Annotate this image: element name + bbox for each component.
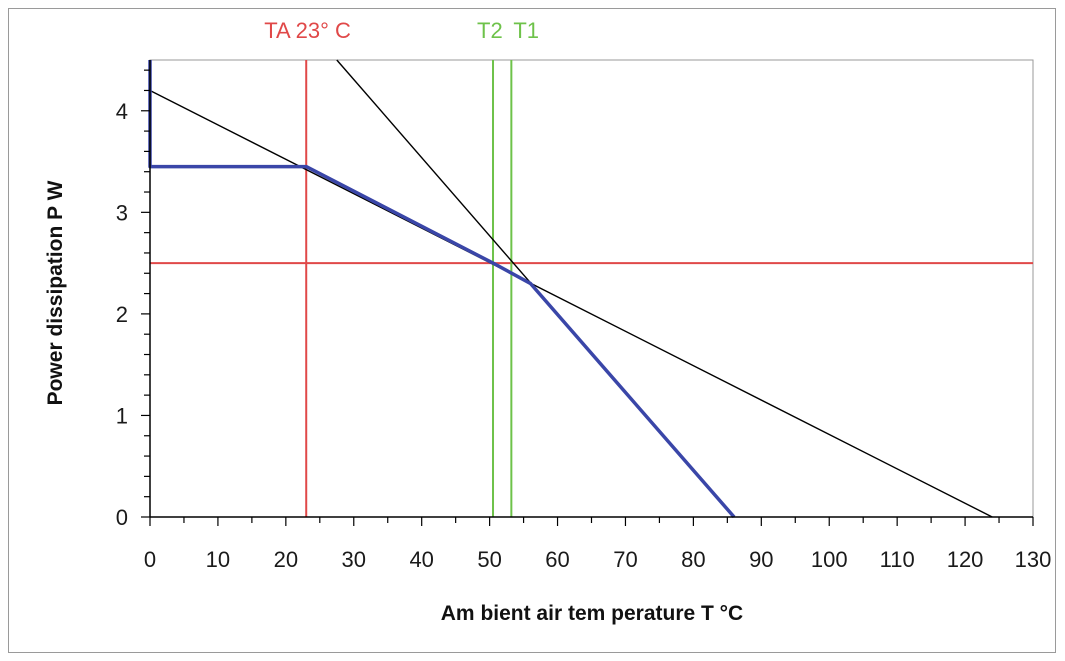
x-tick-label-110: 110	[880, 547, 915, 572]
reference-label-t2: T2	[477, 18, 503, 43]
y-tick-label-1: 1	[116, 403, 128, 428]
y-tick-label-3: 3	[116, 200, 128, 225]
x-tick-label-30: 30	[342, 547, 366, 572]
reference-lines	[150, 60, 1033, 517]
reference-label-t1: T1	[513, 18, 539, 43]
x-tick-label-0: 0	[144, 547, 156, 572]
x-tick-label-120: 120	[947, 547, 984, 572]
x-tick-label-130: 130	[1015, 547, 1052, 572]
x-tick-label-10: 10	[206, 547, 230, 572]
plot-area	[149, 59, 1034, 518]
x-tick-label-100: 100	[811, 547, 848, 572]
x-tick-label-40: 40	[409, 547, 433, 572]
x-tick-label-50: 50	[477, 547, 501, 572]
x-tick-label-20: 20	[274, 547, 298, 572]
reference-labels: TA 23° C T2 T1	[264, 18, 539, 43]
y-tick-label-0: 0	[116, 505, 128, 530]
y-axis-ticks: 0 1 2 3 4	[116, 69, 150, 530]
reference-label-ta-23-c: TA 23° C	[264, 18, 351, 43]
limit-line-0	[149, 89, 993, 518]
x-tick-label-90: 90	[749, 547, 773, 572]
x-axis-ticks: 0 10 20 30 40 50 60 70 80 90 100 110 120 130	[144, 517, 1051, 572]
y-tick-label-4: 4	[116, 99, 128, 124]
x-tick-label-70: 70	[613, 547, 637, 572]
y-axis-title: Power dissipation P W	[44, 180, 67, 405]
y-tick-label-2: 2	[116, 302, 128, 327]
x-tick-label-60: 60	[545, 547, 569, 572]
x-tick-label-80: 80	[681, 547, 705, 572]
x-axis-title: Am bient air tem perature T °C	[441, 602, 743, 625]
